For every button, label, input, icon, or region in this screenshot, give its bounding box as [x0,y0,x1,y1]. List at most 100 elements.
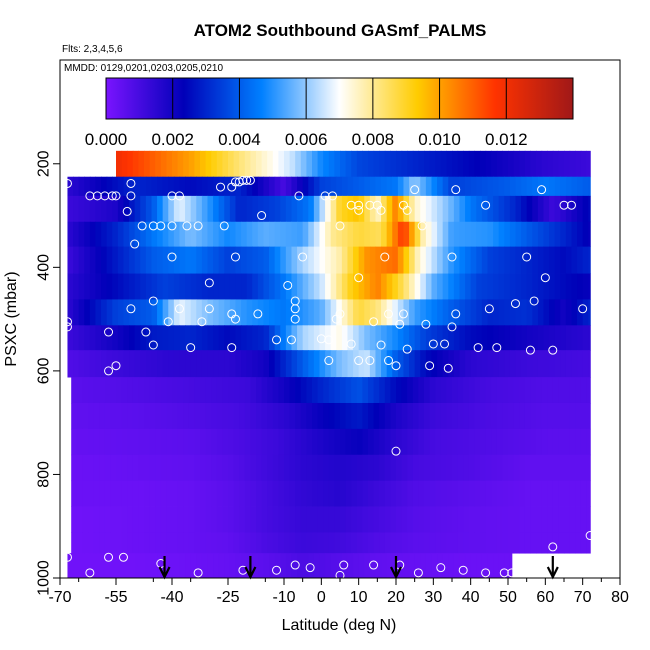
heatmap-cell [116,480,123,507]
heatmap-cell [532,176,539,197]
heatmap-cell [319,221,326,248]
heatmap-cell [93,454,100,482]
heatmap-cell [89,350,97,378]
x-tick-label: -25 [216,589,239,606]
heatmap-cell [235,176,242,197]
heatmap-cell [295,480,302,507]
heatmap-cell [196,325,203,351]
heatmap-cell [424,377,431,404]
heatmap-cell [205,506,212,533]
heatmap-cell [485,454,492,482]
heatmap-cell [151,221,158,248]
heatmap-cell [308,195,315,223]
heatmap-cell [358,195,365,223]
heatmap-cell [88,402,95,430]
heatmap-cell [487,273,494,300]
obs-point [238,175,248,185]
heatmap-cell [229,325,237,351]
heatmap-cell [235,221,242,248]
heatmap-cell [536,454,543,482]
heatmap-cell [390,506,397,533]
heatmap-cell [397,195,405,223]
heatmap-cell [463,480,470,507]
heatmap-cell [569,428,576,456]
heatmap-cell [144,402,151,430]
heatmap-cell [188,506,195,533]
obs-point [473,343,483,353]
obs-point [245,175,255,185]
heatmap-cell [172,532,179,554]
heatmap-cell [564,506,571,533]
heatmap-cell [106,246,113,274]
obs-point [62,178,72,188]
heatmap-cell [168,350,175,378]
heatmap-cell [138,454,145,482]
heatmap-cell [173,195,181,223]
heatmap-cell [487,176,494,197]
heatmap-cell [452,506,459,533]
heatmap-cell [218,325,225,351]
heatmap-cell [530,454,537,482]
heatmap-cell [145,325,153,351]
heatmap-cell [285,246,293,274]
heatmap-cell [295,428,302,456]
heatmap-cell [480,454,487,482]
heatmap-cell [250,377,257,404]
heatmap-cell [580,377,587,404]
heatmap-cell [78,273,85,300]
heatmap-cell [480,402,487,430]
heatmap-cell [407,454,414,482]
heatmap-cell [569,402,576,430]
heatmap-cell [207,350,214,378]
heatmap-cell [138,532,145,554]
heatmap-cell [241,553,248,578]
heatmap-cell [508,480,515,507]
heatmap-cell [524,402,531,430]
heatmap-cell [95,350,102,378]
heatmap-cell [431,273,438,300]
heatmap-cell [368,428,375,456]
heatmap-cell [493,221,500,248]
heatmap-cell [409,325,416,351]
heatmap-cell [397,221,405,248]
heatmap-cell [228,506,235,533]
heatmap-cell [358,176,365,197]
heatmap-cell [261,532,268,554]
heatmap-cell [117,221,125,248]
heatmap-cell [513,428,520,456]
heatmap-cell [485,377,492,404]
heatmap-cell [586,377,591,404]
heatmap-cell [216,150,223,178]
heatmap-cell [302,325,309,351]
heatmap-cell [179,553,186,578]
y-tick-label: 600 [36,357,53,384]
heatmap-cell [543,299,550,326]
heatmap-cell [257,299,265,326]
heatmap-cell [577,273,584,300]
heatmap-cell [424,428,431,456]
heatmap-cell [541,377,548,404]
heatmap-cell [160,532,167,554]
heatmap-cell [457,532,464,554]
heatmap-cell [306,480,313,507]
heatmap-cell [453,195,461,223]
heatmap-cell [127,150,134,178]
heatmap-cell [194,428,201,456]
heatmap-cell [351,428,358,456]
heatmap-cell [168,246,175,274]
heatmap-cell [440,454,447,482]
heatmap-cell [362,150,369,178]
heatmap-cell [201,350,209,378]
heatmap-cell [356,454,363,482]
heatmap-cell [358,221,365,248]
heatmap-cell [132,377,139,404]
heatmap-cell [401,402,408,430]
heatmap-cell [369,246,377,274]
heatmap-cell [280,553,287,578]
heatmap-cell [543,176,550,197]
heatmap-cell [386,553,393,578]
heatmap-cell [188,428,195,456]
obs-point [331,314,341,324]
heatmap-cell [213,325,220,351]
heatmap-cell [71,377,78,404]
